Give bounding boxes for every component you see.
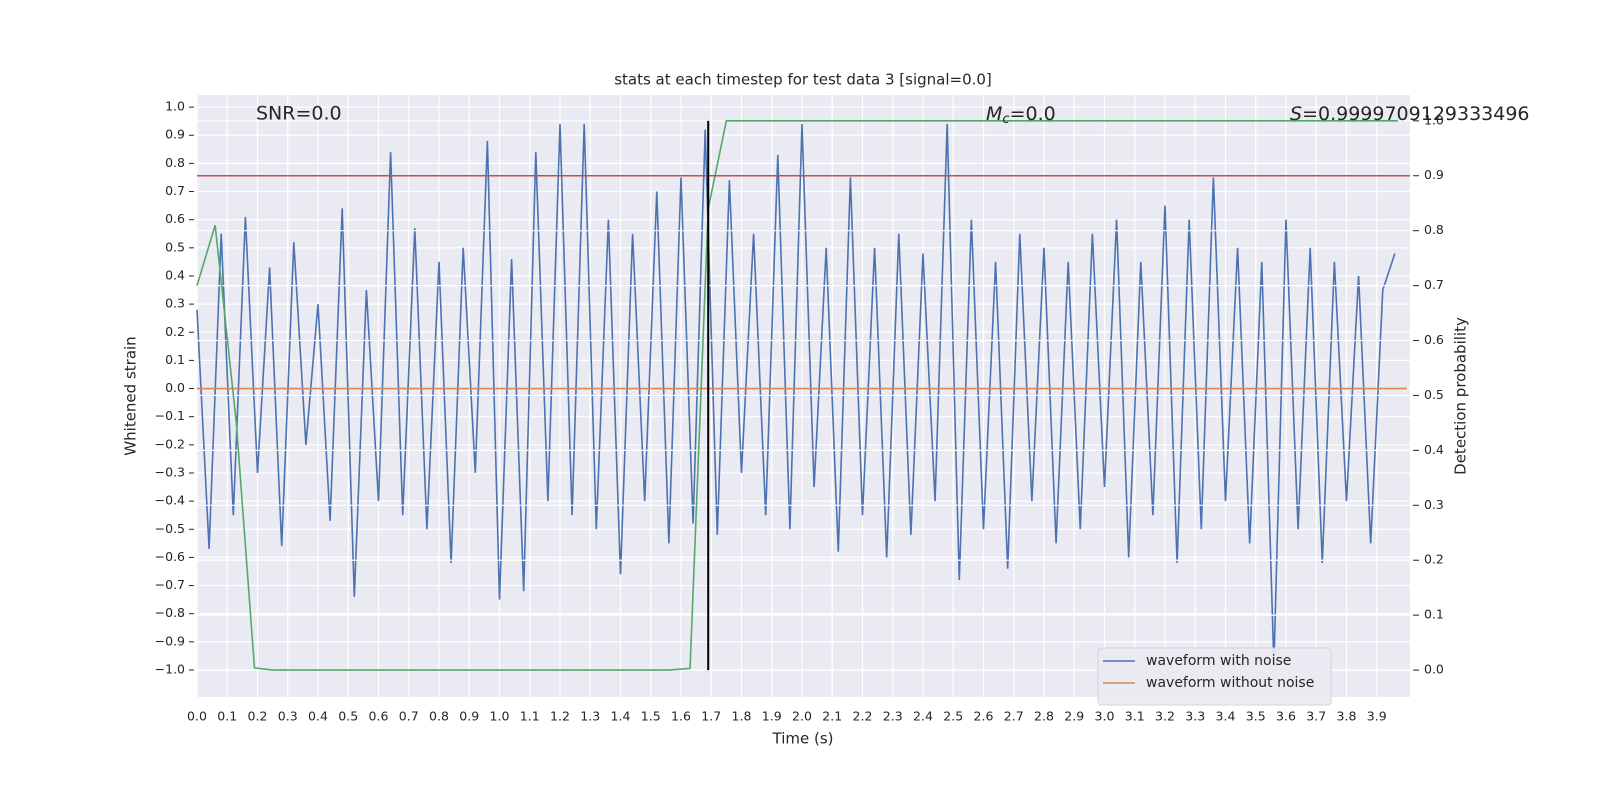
y-axis-label: Whitened strain xyxy=(122,336,140,455)
x-tick-label: 0.7 xyxy=(399,709,419,724)
x-tick-label: 2.3 xyxy=(883,709,903,724)
y-tick-label: −0.9 xyxy=(155,633,185,648)
y2-tick-label: 1.0 xyxy=(1424,112,1444,127)
x-tick-label: 1.4 xyxy=(611,709,631,724)
x-tick-label: 0.8 xyxy=(429,709,449,724)
chart-title: stats at each timestep for test data 3 [… xyxy=(614,71,992,89)
x-tick-label: 2.2 xyxy=(853,709,873,724)
y-tick-label: 0.2 xyxy=(165,324,185,339)
x-tick-label: 1.3 xyxy=(580,709,600,724)
legend-label: waveform without noise xyxy=(1146,675,1314,691)
annotation: S=0.9999709129333496 xyxy=(1290,103,1530,125)
y2-tick-label: 0.1 xyxy=(1424,607,1444,622)
y2-tick-label: 0.6 xyxy=(1424,332,1444,347)
x-tick-label: 1.8 xyxy=(732,709,752,724)
x-tick-label: 2.9 xyxy=(1064,709,1084,724)
x-tick-label: 2.4 xyxy=(913,709,933,724)
annotation-symbol: M xyxy=(986,103,1002,125)
y-tick-label: 0.8 xyxy=(165,155,185,170)
x-tick-label: 0.3 xyxy=(278,709,298,724)
x-tick-label: 1.9 xyxy=(762,709,782,724)
x-tick-label: 2.0 xyxy=(792,709,812,724)
y-tick-label: 0.5 xyxy=(165,239,185,254)
y-tick-label: 0.6 xyxy=(165,211,185,226)
x-tick-label: 3.5 xyxy=(1246,709,1266,724)
x-tick-label: 2.1 xyxy=(822,709,842,724)
annotation-symbol: S xyxy=(1290,103,1302,125)
x-tick-label: 1.6 xyxy=(671,709,691,724)
y2-tick-label: 0.2 xyxy=(1424,552,1444,567)
legend-label: waveform with noise xyxy=(1146,653,1291,669)
y2-tick-label: 0.7 xyxy=(1424,277,1444,292)
y2-axis-label: Detection probability xyxy=(1452,317,1470,475)
x-tick-label: 3.8 xyxy=(1337,709,1357,724)
legend: waveform with noise waveform without nois… xyxy=(1097,647,1332,706)
x-axis-label: Time (s) xyxy=(772,730,834,748)
y2-tick-label: 0.4 xyxy=(1424,442,1444,457)
x-tick-label: 3.7 xyxy=(1306,709,1326,724)
x-tick-label: 1.7 xyxy=(701,709,721,724)
y2-tick-label: 0.9 xyxy=(1424,167,1444,182)
x-tick-label: 1.2 xyxy=(550,709,570,724)
x-tick-label: 1.0 xyxy=(490,709,510,724)
x-tick-label: 3.6 xyxy=(1276,709,1296,724)
series-line xyxy=(196,123,1396,665)
x-tick-label: 3.2 xyxy=(1155,709,1175,724)
x-tick-label: 1.1 xyxy=(520,709,540,724)
x-tick-label: 3.9 xyxy=(1367,709,1387,724)
annotation-text: =0.0 xyxy=(1010,103,1056,125)
y-tick-label: −0.6 xyxy=(155,549,185,564)
y-tick-label: −1.0 xyxy=(155,661,185,676)
annotation-text: =0.9999709129333496 xyxy=(1302,103,1529,125)
x-tick-label: 2.5 xyxy=(943,709,963,724)
data-layer-y2 xyxy=(196,120,1410,671)
y-tick-label: −0.2 xyxy=(155,436,185,451)
y-tick-label: 1.0 xyxy=(165,99,185,114)
x-tick-label: 0.4 xyxy=(308,709,328,724)
y2-tick-label: 0.3 xyxy=(1424,497,1444,512)
y-tick-label: 0.1 xyxy=(165,352,185,367)
y-tick-label: 0.0 xyxy=(165,380,185,395)
x-tick-label: 0.2 xyxy=(248,709,268,724)
x-tick-label: 3.3 xyxy=(1185,709,1205,724)
y-tick-label: −0.1 xyxy=(155,408,185,423)
y-tick-label: −0.5 xyxy=(155,521,185,536)
y2-tick-label: 0.8 xyxy=(1424,222,1444,237)
series-line xyxy=(196,120,1398,671)
y-tick-label: 0.3 xyxy=(165,296,185,311)
legend-box xyxy=(1097,647,1332,706)
y-tick-label: −0.4 xyxy=(155,493,185,508)
data-layer xyxy=(196,123,1407,665)
x-tick-label: 0.9 xyxy=(459,709,479,724)
y-tick-label: 0.9 xyxy=(165,127,185,142)
x-tick-label: 2.6 xyxy=(974,709,994,724)
y-tick-label: −0.8 xyxy=(155,605,185,620)
y2-tick-label: 0.5 xyxy=(1424,387,1444,402)
x-tick-label: 2.7 xyxy=(1004,709,1024,724)
annotation-subscript: c xyxy=(1002,112,1009,127)
x-tick-label: 0.5 xyxy=(338,709,358,724)
y-tick-label: 0.7 xyxy=(165,183,185,198)
y2-tick-label: 0.0 xyxy=(1424,662,1444,677)
x-tick-label: 1.5 xyxy=(641,709,661,724)
annotation: SNR=0.0 xyxy=(256,103,342,125)
y-tick-label: 0.4 xyxy=(165,267,185,282)
x-tick-label: 0.6 xyxy=(369,709,389,724)
y-tick-label: −0.3 xyxy=(155,464,185,479)
x-tick-label: 3.0 xyxy=(1095,709,1115,724)
y-tick-label: −0.7 xyxy=(155,577,185,592)
annotation: Mc=0.0 xyxy=(986,103,1056,127)
x-tick-label: 3.4 xyxy=(1216,709,1236,724)
x-tick-label: 2.8 xyxy=(1034,709,1054,724)
x-tick-label: 0.1 xyxy=(217,709,237,724)
x-tick-label: 0.0 xyxy=(187,709,207,724)
x-tick-label: 3.1 xyxy=(1125,709,1145,724)
